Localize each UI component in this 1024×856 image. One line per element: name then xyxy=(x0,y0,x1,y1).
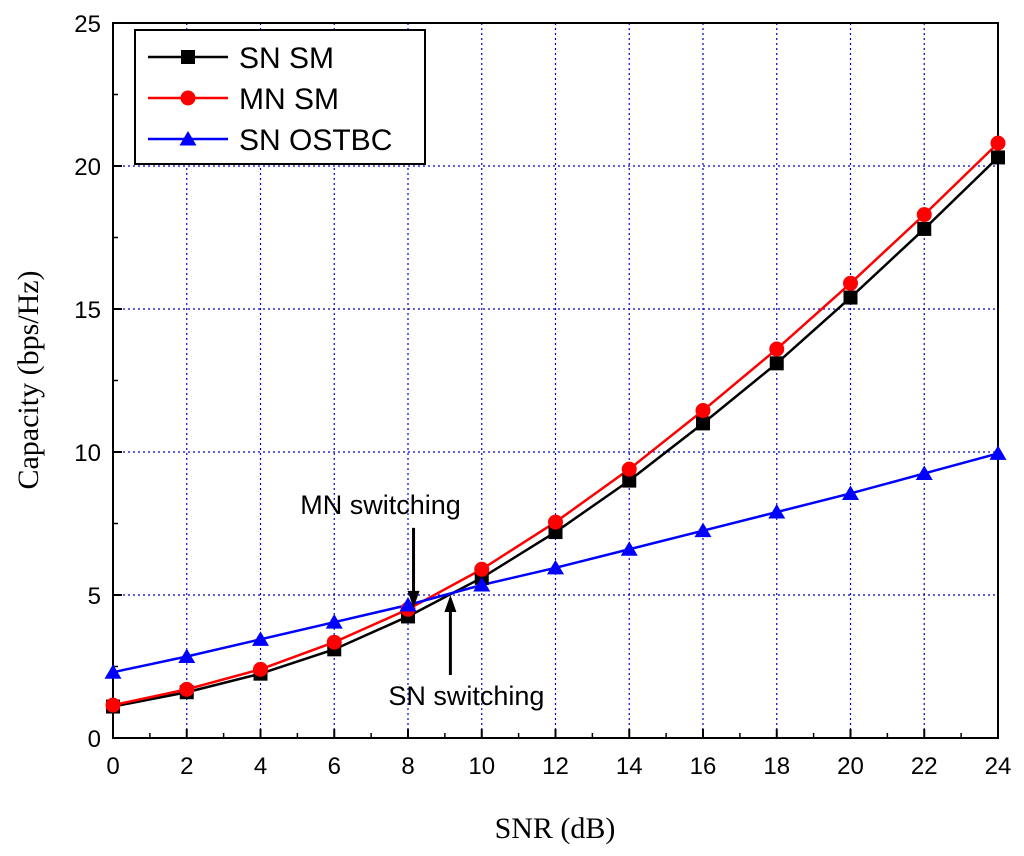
data-point-sn-ostbc xyxy=(325,614,343,629)
data-point-mn-sm xyxy=(326,634,342,650)
y-tick-label: 15 xyxy=(74,297,101,324)
data-point-mn-sm xyxy=(474,561,490,577)
data-point-mn-sm xyxy=(253,661,268,677)
annotation-label: SN switching xyxy=(388,681,544,711)
data-point-mn-sm xyxy=(695,403,711,419)
data-point-sn-ostbc xyxy=(547,559,564,575)
x-tick-label: 8 xyxy=(401,753,414,780)
legend-label-sn-sm: SN SM xyxy=(239,42,334,75)
data-point-sn-ostbc xyxy=(989,445,1007,460)
x-tick-label: 10 xyxy=(468,753,495,780)
data-point-sn-ostbc xyxy=(399,597,417,612)
x-tick-label: 18 xyxy=(763,753,790,780)
legend-marker-mn-sm xyxy=(180,90,196,106)
data-point-sn-ostbc xyxy=(473,576,491,592)
data-point-mn-sm xyxy=(621,461,637,477)
legend-label-mn-sm: MN SM xyxy=(239,83,339,116)
data-point-sn-ostbc xyxy=(842,485,859,500)
data-point-sn-sm xyxy=(696,416,710,431)
data-point-sn-ostbc xyxy=(915,465,933,480)
data-point-mn-sm xyxy=(769,341,785,357)
data-point-sn-ostbc xyxy=(252,631,269,646)
data-point-sn-ostbc xyxy=(694,522,712,538)
annotation-arrow-head xyxy=(444,595,457,612)
x-tick-label: 2 xyxy=(180,753,193,780)
y-tick-label: 0 xyxy=(88,726,101,753)
y-tick-label: 10 xyxy=(74,440,101,467)
data-point-mn-sm xyxy=(548,514,563,530)
legend-marker-sn-ostbc xyxy=(179,131,197,146)
y-tick-label: 25 xyxy=(74,11,101,38)
x-tick-label: 16 xyxy=(690,753,717,780)
data-point-sn-ostbc xyxy=(768,504,786,519)
legend-label-sn-ostbc: SN OSTBC xyxy=(239,124,392,157)
y-tick-label: 20 xyxy=(74,154,101,181)
x-tick-label: 24 xyxy=(985,753,1012,780)
data-point-sn-sm xyxy=(843,290,858,305)
x-axis-title: SNR (dB) xyxy=(495,812,616,845)
x-tick-label: 4 xyxy=(254,753,267,780)
data-point-mn-sm xyxy=(179,681,195,697)
x-tick-label: 22 xyxy=(911,753,938,780)
data-point-sn-ostbc xyxy=(104,664,122,679)
data-point-mn-sm xyxy=(843,275,858,291)
y-axis-title: Capacity (bps/Hz) xyxy=(12,270,45,489)
data-point-sn-sm xyxy=(991,150,1005,165)
data-point-sn-sm xyxy=(622,473,637,488)
annotations: MN switching SN switching xyxy=(300,490,544,711)
data-point-mn-sm xyxy=(916,207,932,223)
series-markers xyxy=(104,135,1007,714)
data-point-sn-ostbc xyxy=(620,541,638,556)
y-tick-label: 5 xyxy=(88,583,101,610)
data-point-sn-sm xyxy=(769,356,784,371)
annotation-label: MN switching xyxy=(300,490,461,520)
x-tick-label: 0 xyxy=(106,753,119,780)
legend: SN SM MN SM SN OSTBC xyxy=(134,29,426,165)
x-tick-label: 12 xyxy=(542,753,569,780)
data-point-sn-sm xyxy=(917,221,932,236)
x-tick-label: 14 xyxy=(616,753,643,780)
x-tick-label: 20 xyxy=(837,753,864,780)
x-tick-label: 6 xyxy=(328,753,341,780)
legend-marker-sn-sm xyxy=(181,50,195,64)
data-point-mn-sm xyxy=(105,697,121,713)
annotation-arrow-head xyxy=(407,590,420,608)
data-point-sn-ostbc xyxy=(178,648,196,663)
data-point-mn-sm xyxy=(990,135,1006,151)
